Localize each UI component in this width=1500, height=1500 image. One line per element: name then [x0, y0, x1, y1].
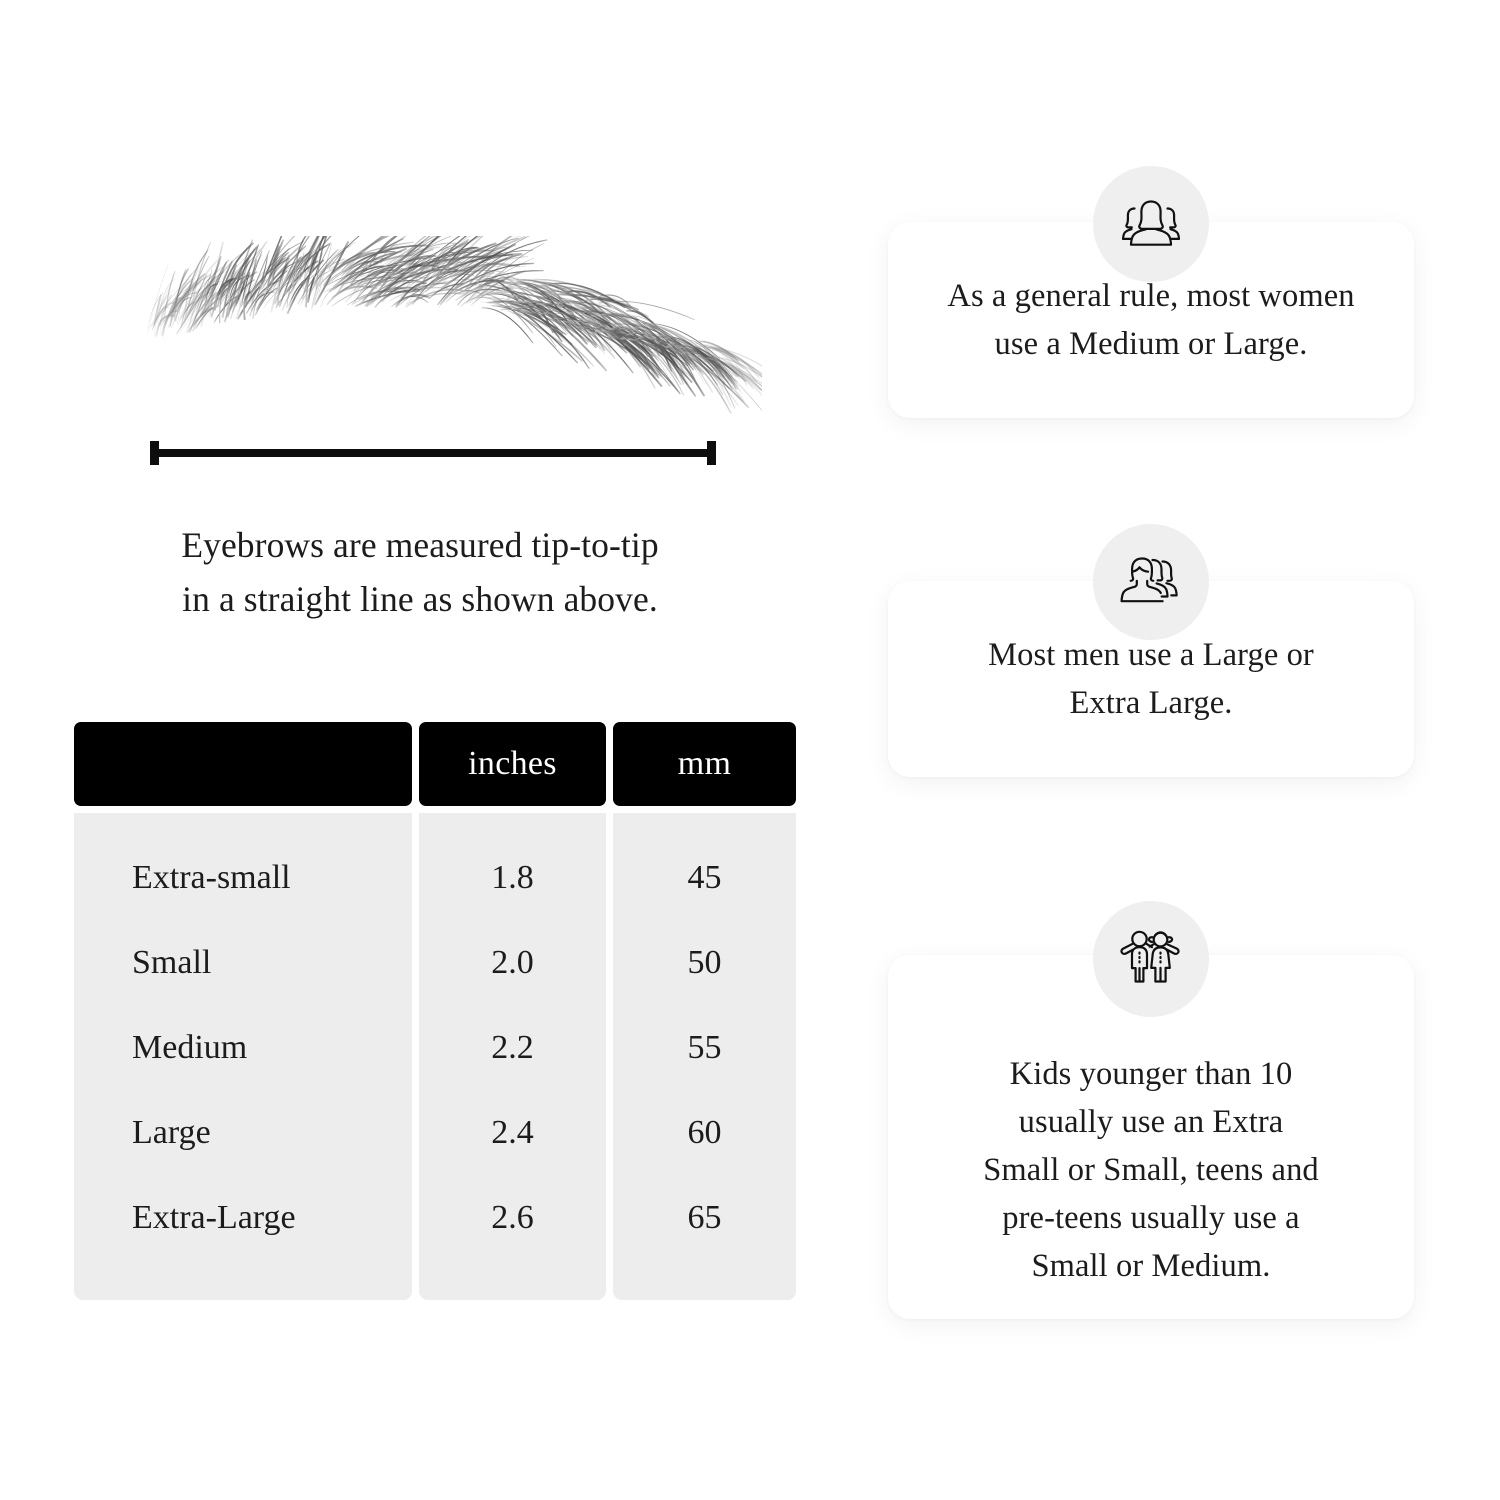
table-cell-size: Extra-Large: [132, 1198, 296, 1236]
card-kids-line-2: usually use an Extra: [1018, 1103, 1284, 1140]
info-card-men: Most men use a Large or Extra Large.: [888, 581, 1414, 777]
card-women-line-1: As a general rule, most women: [947, 277, 1355, 314]
table-cell-mm: 65: [687, 1198, 722, 1236]
measurement-bar-icon: [148, 436, 718, 470]
table-cell-mm: 50: [687, 943, 722, 981]
info-card-kids: Kids younger than 10 usually use an Extr…: [888, 955, 1414, 1319]
eyebrow-illustration: [112, 236, 762, 426]
table-column-mm: 45 50 55 60 65: [613, 813, 796, 1300]
card-kids-line-5: Small or Medium.: [1031, 1248, 1271, 1285]
card-men-line-2: Extra Large.: [1069, 685, 1233, 721]
card-kids-line-4: pre-teens usually use a: [1002, 1200, 1300, 1237]
three-women-icon: [1093, 166, 1209, 282]
table-header-mm: mm: [613, 722, 796, 806]
table-cell-mm: 45: [687, 858, 722, 896]
two-children-icon: [1093, 901, 1209, 1017]
table-cell-inches: 2.0: [491, 943, 534, 981]
left-column: Eyebrows are measured tip-to-tip in a st…: [74, 236, 796, 1300]
caption-line-2: in a straight line as shown above.: [182, 578, 658, 619]
table-body: Extra-small Small Medium Large Extra-Lar…: [74, 813, 796, 1300]
info-card-kids-text: Kids younger than 10 usually use an Extr…: [957, 984, 1345, 1290]
table-cell-inches: 2.2: [491, 1028, 534, 1066]
table-cell-size: Extra-small: [132, 858, 291, 896]
table-cell-mm: 60: [687, 1113, 722, 1151]
table-cell-mm: 55: [687, 1028, 722, 1066]
measurement-caption: Eyebrows are measured tip-to-tip in a st…: [90, 519, 750, 627]
table-cell-size: Small: [132, 943, 212, 981]
info-card-women-text: As a general rule, most women use a Medi…: [921, 272, 1380, 368]
table-header-inches: inches: [419, 722, 606, 806]
card-kids-line-3: Small or Small, teens and: [983, 1151, 1319, 1188]
info-card-men-text: Most men use a Large or Extra Large.: [962, 631, 1340, 727]
card-women-line-2: use a Medium or Large.: [994, 326, 1308, 362]
table-column-inches: 1.8 2.0 2.2 2.4 2.6: [419, 813, 606, 1300]
table-cell-inches: 1.8: [491, 858, 534, 896]
table-cell-inches: 2.6: [491, 1198, 534, 1236]
caption-line-1: Eyebrows are measured tip-to-tip: [181, 525, 659, 565]
table-header-row: inches mm: [74, 722, 796, 806]
three-men-icon: [1093, 524, 1209, 640]
table-column-size: Extra-small Small Medium Large Extra-Lar…: [74, 813, 412, 1300]
table-cell-size: Medium: [132, 1028, 248, 1066]
size-chart-table: inches mm Extra-small Small Medium Large…: [74, 722, 796, 1300]
table-cell-size: Large: [132, 1113, 211, 1151]
right-column: As a general rule, most women use a Medi…: [830, 0, 1500, 1500]
card-kids-line-1: Kids younger than 10: [1009, 1055, 1293, 1092]
card-men-line-1: Most men use a Large or: [988, 636, 1314, 673]
table-header-size: [74, 722, 412, 806]
table-cell-inches: 2.4: [491, 1113, 534, 1151]
